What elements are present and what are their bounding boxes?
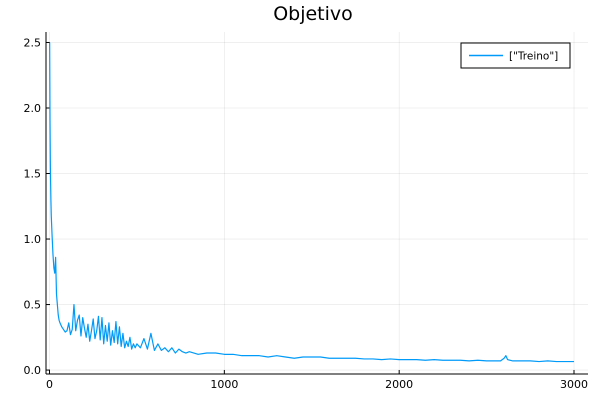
y-tick-label: 2.0 bbox=[24, 102, 42, 115]
legend-label: ["Treino"] bbox=[509, 51, 558, 63]
y-tick-label: 0.5 bbox=[24, 299, 42, 312]
chart-title: Objetivo bbox=[273, 3, 353, 25]
x-tick-label: 2000 bbox=[385, 378, 413, 391]
grid bbox=[46, 32, 588, 374]
y-tick-label: 1.0 bbox=[24, 233, 42, 246]
x-tick-label: 1000 bbox=[210, 378, 238, 391]
x-tick-label: 3000 bbox=[560, 378, 588, 391]
tick-labels: 0 1000 2000 3000 0.0 0.5 1.0 1.5 2.0 2.5 bbox=[24, 36, 589, 391]
series-layer bbox=[49, 42, 575, 363]
x-tick-label: 0 bbox=[46, 378, 53, 391]
legend: ["Treino"] bbox=[460, 42, 571, 69]
y-tick-label: 1.5 bbox=[24, 168, 42, 181]
axes bbox=[45, 32, 588, 375]
y-tick-label: 0.0 bbox=[24, 364, 42, 377]
series-line-treino bbox=[49, 42, 575, 363]
y-tick-label: 2.5 bbox=[24, 36, 42, 49]
